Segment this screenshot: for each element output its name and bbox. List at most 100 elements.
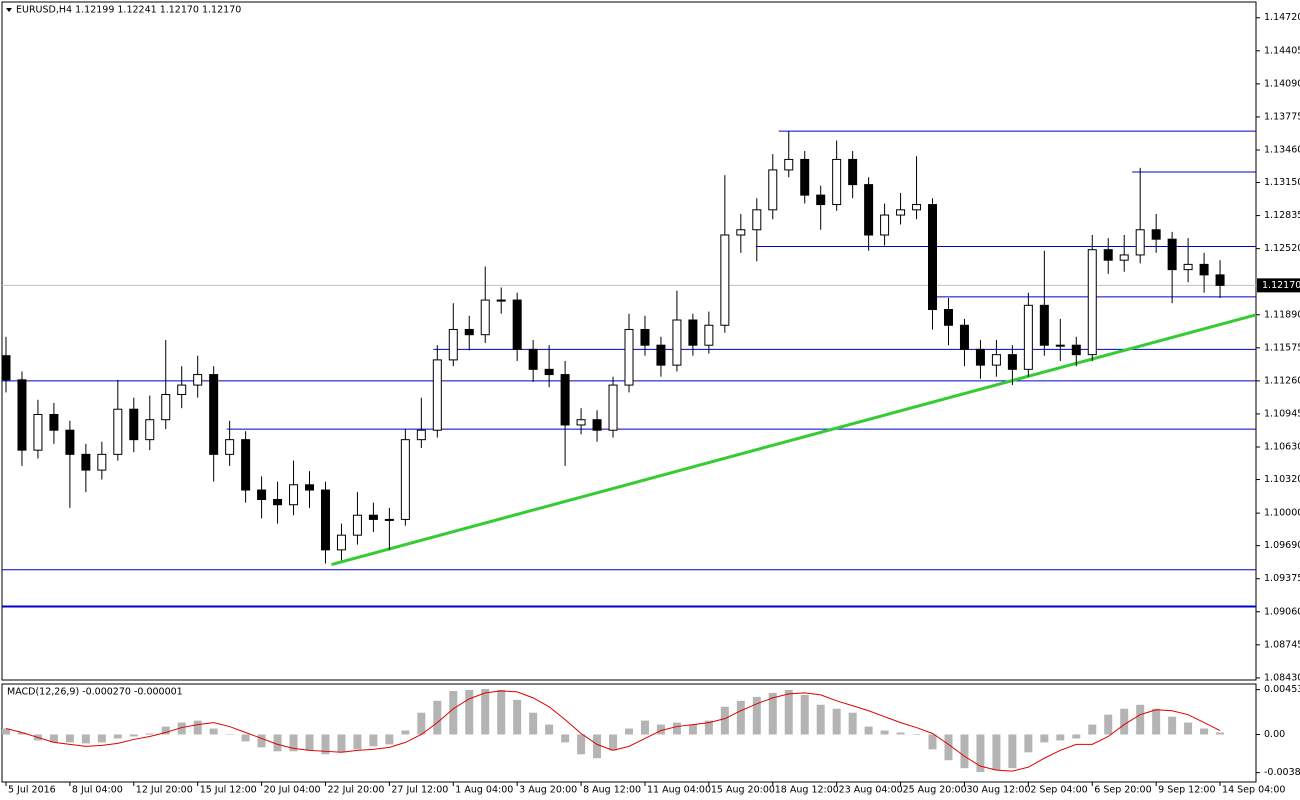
macd-bar [1200, 728, 1209, 735]
candle-body [624, 328, 634, 386]
macd-bar [848, 712, 857, 735]
macd-bar [49, 734, 58, 743]
y-tick-label: 1.10945 [1264, 408, 1300, 419]
x-tick-label: 2 Sep 04:00 [1030, 785, 1087, 796]
trend-line [331, 313, 1257, 566]
candle-body [320, 489, 330, 551]
y-tick-label: 1.08745 [1264, 639, 1300, 650]
candle-body [656, 344, 666, 366]
macd-bar [17, 732, 26, 735]
candle-body [289, 484, 299, 506]
x-tick-label: 23 Aug 04:00 [839, 785, 903, 796]
candle-body [991, 354, 1001, 366]
macd-bar [928, 734, 937, 750]
macd-bar [704, 720, 713, 735]
y-tick-label: 1.12835 [1264, 210, 1300, 221]
y-tick-label: 1.14720 [1264, 12, 1300, 23]
x-tick-label: 8 Jul 04:00 [72, 785, 123, 796]
macd-bar [1056, 734, 1065, 741]
candle-body [113, 408, 123, 455]
macd-bar [896, 732, 905, 735]
candle-body [848, 158, 858, 186]
candle-body [1199, 263, 1209, 276]
macd-title: MACD(12,26,9) -0.000270 -0.000001 [7, 687, 183, 698]
macd-bar [864, 726, 873, 735]
macd-bar [688, 724, 697, 735]
candle-body [816, 194, 826, 206]
macd-bar [305, 734, 314, 751]
macd-bar [1072, 734, 1081, 739]
macd-bar [257, 734, 266, 748]
candle-body [528, 348, 538, 370]
menu-arrow[interactable] [6, 8, 12, 12]
candle-body [1135, 229, 1145, 256]
candle-body [832, 158, 842, 206]
macd-bar [1120, 708, 1129, 735]
candle-body [1103, 249, 1113, 261]
y-tick-label: 1.09060 [1264, 606, 1300, 617]
macd-bar [1184, 722, 1193, 735]
candle-body [1215, 274, 1225, 286]
candle-body [560, 374, 570, 426]
candle-body [193, 374, 203, 386]
x-tick-label: 25 Aug 20:00 [903, 785, 967, 796]
macd-bar [992, 734, 1001, 771]
candle-body [896, 209, 906, 216]
macd-bar [1040, 734, 1049, 743]
macd-bar [273, 734, 282, 752]
candle-body [592, 419, 602, 431]
macd-bar [640, 720, 649, 735]
macd-bar [577, 734, 586, 755]
macd-bar [976, 734, 985, 773]
macd-bar [241, 734, 250, 742]
macd-bar [832, 708, 841, 735]
candle-body [544, 368, 554, 376]
candle-body [400, 439, 410, 520]
x-tick-label: 9 Sep 12:00 [1158, 785, 1215, 796]
macd-bar [417, 712, 426, 735]
macd-bar [385, 734, 394, 745]
candle-body [448, 328, 458, 361]
macd-bar [672, 722, 681, 735]
y-tick-label: 1.12520 [1264, 243, 1300, 254]
signal-line [5, 690, 1221, 772]
macd-bar [545, 724, 554, 735]
candle-body [1023, 304, 1033, 370]
macd-bar [752, 696, 761, 735]
candle-body [336, 534, 346, 551]
candle-body [1183, 263, 1193, 271]
candle-body [1007, 354, 1017, 370]
macd-bar [497, 689, 506, 735]
macd-bar [401, 730, 410, 735]
candle-body [912, 204, 922, 211]
x-tick-label: 27 Jul 12:00 [391, 785, 448, 796]
candle-body [943, 309, 953, 326]
macd-bar [1168, 716, 1177, 735]
x-tick-label: 3 Aug 20:00 [519, 785, 577, 796]
candle-body [49, 413, 59, 431]
x-tick-label: 5 Jul 2016 [8, 785, 56, 796]
macd-bar [1008, 734, 1017, 769]
y-tick-label: 1.09375 [1264, 573, 1300, 584]
macd-bar [193, 720, 202, 735]
macd-bar [97, 734, 106, 743]
macd-bar [481, 688, 490, 735]
candle-body [480, 299, 490, 336]
candle-body [752, 209, 762, 231]
macd-bar [768, 692, 777, 735]
candle-body [1071, 344, 1081, 356]
macd-bar [944, 734, 953, 761]
macd-bar [129, 734, 138, 737]
candle-body [1055, 344, 1065, 347]
x-tick-label: 11 Aug 04:00 [647, 785, 711, 796]
y-tick-label: 1.08430 [1264, 672, 1300, 683]
y-tick-label: 1.14405 [1264, 45, 1300, 56]
candle-body [1167, 238, 1177, 271]
macd-bar [656, 724, 665, 735]
candle-body [368, 514, 378, 520]
y-tick-label: 1.10320 [1264, 474, 1300, 485]
y-tick-label: 1.11575 [1264, 342, 1300, 353]
x-tick-label: 14 Sep 04:00 [1222, 785, 1285, 796]
candle-body [416, 429, 426, 441]
candle-body [352, 514, 362, 536]
